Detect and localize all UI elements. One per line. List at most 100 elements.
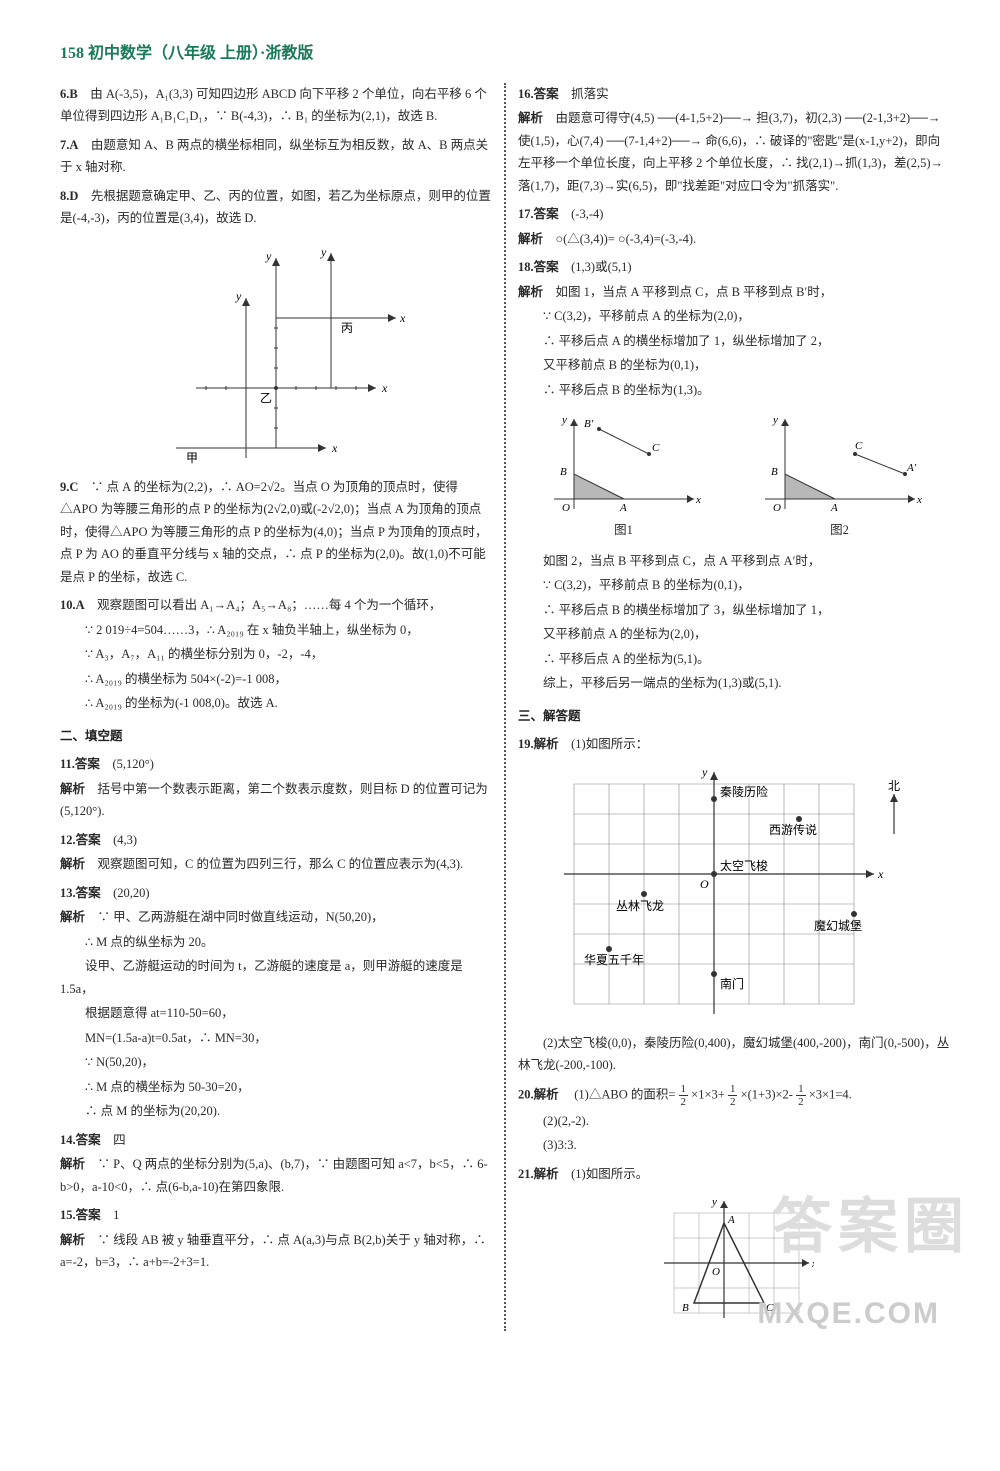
q16-head: 16.答案	[518, 87, 559, 101]
q13-b7: ∴ M 点的横坐标为 50-30=20，	[60, 1076, 492, 1099]
q18-b5: ∴ 平移后点 B 的坐标为(1,3)。	[518, 379, 950, 402]
q20: 20.解析 (1)△ABO 的面积= 12 ×1×3+ 12 ×(1+3)×2-…	[518, 1083, 950, 1157]
frac-1: 12	[679, 1083, 689, 1108]
svg-text:B: B	[682, 1302, 689, 1314]
q6-head: 6.B	[60, 87, 78, 101]
q15-body: ∵ 线段 AB 被 y 轴垂直平分，∴ 点 A(a,3)与点 B(2,b)关于 …	[60, 1233, 486, 1270]
svg-text:x: x	[877, 867, 884, 881]
q18-b11: 综上，平移后另一端点的坐标为(1,3)或(5,1).	[518, 672, 950, 695]
q7: 7.A 由题意知 A、B 两点的横坐标相同，纵坐标互为相反数，故 A、B 两点关…	[60, 134, 492, 179]
q7-head: 7.A	[60, 138, 78, 152]
q18-b9: 又平移前点 A 的坐标为(2,0)，	[518, 623, 950, 646]
svg-text:A: A	[727, 1214, 735, 1226]
q8-head: 8.D	[60, 189, 78, 203]
q9: 9.C ∵ 点 A 的坐标为(2,2)，∴ AO=2√2。当点 O 为顶角的顶点…	[60, 476, 492, 589]
q16-jiexi: 解析	[518, 111, 543, 125]
svg-text:O: O	[773, 502, 781, 514]
q16-ans: 抓落实	[559, 87, 609, 101]
q11-jiexi: 解析	[60, 782, 85, 796]
q21-figure: x y O A B C	[518, 1193, 950, 1323]
svg-text:西游传说: 西游传说	[769, 822, 817, 837]
q19-p1: (1)如图所示：	[559, 737, 649, 751]
q18-fig2: x y O A B C A′ 图2	[755, 409, 925, 542]
q15-jiexi: 解析	[60, 1233, 85, 1247]
q18-b4: 又平移前点 B 的坐标为(0,1)，	[518, 354, 950, 377]
q13-b5: MN=(1.5a-a)t=0.5at，∴ MN=30，	[60, 1027, 492, 1050]
q18-fig1-label: 图1	[544, 519, 704, 542]
q13-b1: ∵ 甲、乙两游艇在湖中同时做直线运动，N(50,20)，	[85, 910, 384, 924]
q16: 16.答案 抓落实 解析 由题意可得守(4,5) ──(4-1,5+2)──→ …	[518, 83, 950, 198]
q20-p2: (2)(2,-2).	[518, 1110, 950, 1133]
svg-text:B′: B′	[584, 418, 594, 430]
q13-b3: 设甲、乙游艇运动的时间为 t，乙游艇的速度是 a，则甲游艇的速度是 1.5a，	[60, 955, 492, 1000]
q17-ans: (-3,-4)	[559, 207, 604, 221]
q17-body: ○(△(3,4))= ○(-3,4)=(-3,-4).	[543, 232, 696, 246]
q14-body: ∵ P、Q 两点的坐标分别为(5,a)、(b,7)，∵ 由题图可知 a<7，b<…	[60, 1157, 488, 1194]
svg-text:x: x	[916, 494, 922, 506]
q18-b10: ∴ 平移后点 A 的坐标为(5,1)。	[518, 648, 950, 671]
q18-fig2-label: 图2	[755, 519, 925, 542]
q19-p2: (2)太空飞梭(0,0)，秦陵历险(0,400)，魔幻城堡(400,-200)，…	[518, 1032, 950, 1077]
q11-head: 11.答案	[60, 757, 100, 771]
q18-ans: (1,3)或(5,1)	[559, 260, 632, 274]
svg-text:丛林飞龙: 丛林飞龙	[616, 899, 664, 913]
q19-figure: x y O 秦陵历险 西游传说 太空飞梭 丛林飞	[518, 764, 950, 1024]
section-2-title: 二、填空题	[60, 725, 492, 748]
q7-body: 由题意知 A、B 两点的横坐标相同，纵坐标互为相反数，故 A、B 两点关于 x …	[60, 138, 488, 175]
q18-b7: ∵ C(3,2)，平移前点 B 的坐标为(0,1)，	[518, 574, 950, 597]
page: 158 初中数学（八年级 上册）·浙教版 6.B 由 A(-3,5)，A₁(3,…	[0, 0, 1000, 1371]
q14: 14.答案 四 解析 ∵ P、Q 两点的坐标分别为(5,a)、(b,7)，∵ 由…	[60, 1129, 492, 1199]
svg-text:O: O	[562, 502, 570, 514]
right-column: 16.答案 抓落实 解析 由题意可得守(4,5) ──(4-1,5+2)──→ …	[518, 83, 950, 1332]
svg-text:南门: 南门	[720, 976, 744, 991]
q10-b5: ∴ A₂₀₁₉ 的坐标为(-1 008,0)。故选 A.	[60, 692, 492, 715]
q12: 12.答案 (4,3) 解析 观察题图可知，C 的位置为四列三行，那么 C 的位…	[60, 829, 492, 876]
svg-text:y: y	[265, 249, 272, 263]
q18-b3: ∴ 平移后点 A 的横坐标增加了 1，纵坐标增加了 2，	[518, 330, 950, 353]
q18-b8: ∴ 平移后点 B 的横坐标增加了 3，纵坐标增加了 1，	[518, 599, 950, 622]
q17-head: 17.答案	[518, 207, 559, 221]
two-column-layout: 6.B 由 A(-3,5)，A₁(3,3) 可知四边形 ABCD 向下平移 2 …	[60, 83, 950, 1332]
q12-ans: (4,3)	[101, 833, 137, 847]
frac-2: 12	[728, 1083, 738, 1108]
q13-b6: ∵ N(50,20)，	[60, 1051, 492, 1074]
q20-p1a: (1)△ABO 的面积=	[562, 1087, 676, 1101]
q14-ans: 四	[101, 1133, 126, 1147]
q8-figure: x y 甲 乙 x y	[60, 238, 492, 468]
svg-text:C: C	[652, 442, 660, 454]
svg-text:B: B	[771, 466, 778, 478]
q20-p1c: ×(1+3)×2-	[741, 1087, 793, 1101]
q20-p1d: ×3×1=4.	[809, 1087, 852, 1101]
q13: 13.答案 (20,20) 解析 ∵ 甲、乙两游艇在湖中同时做直线运动，N(50…	[60, 882, 492, 1123]
q11-ans: (5,120°)	[100, 757, 154, 771]
q14-head: 14.答案	[60, 1133, 101, 1147]
svg-text:x: x	[381, 381, 388, 395]
q18-b2: ∵ C(3,2)，平移前点 A 的坐标为(2,0)，	[518, 305, 950, 328]
svg-text:y: y	[235, 289, 242, 303]
svg-text:y: y	[711, 1196, 717, 1208]
q6: 6.B 由 A(-3,5)，A₁(3,3) 可知四边形 ABCD 向下平移 2 …	[60, 83, 492, 128]
svg-text:y: y	[320, 245, 327, 259]
q12-body: 观察题图可知，C 的位置为四列三行，那么 C 的位置应表示为(4,3).	[85, 857, 463, 871]
q10-b1: 观察题图可以看出 A₁→A₄；A₅→A₈；……每 4 个为一个循环，	[85, 598, 442, 612]
svg-text:魔幻城堡: 魔幻城堡	[814, 918, 862, 933]
svg-text:x: x	[695, 494, 701, 506]
q17-jiexi: 解析	[518, 232, 543, 246]
q19: 19.解析 (1)如图所示：	[518, 733, 950, 1077]
column-divider	[504, 83, 506, 1332]
svg-text:y: y	[561, 414, 567, 426]
q13-b8: ∴ 点 M 的坐标为(20,20).	[60, 1100, 492, 1123]
q13-b2: ∴ M 点的纵坐标为 20。	[60, 931, 492, 954]
q18: 18.答案 (1,3)或(5,1) 解析 如图 1，当点 A 平移到点 C，点 …	[518, 256, 950, 695]
svg-text:x: x	[399, 311, 406, 325]
q10-b3: ∵ A₃，A₇，A₁₁ 的横坐标分别为 0，-2，-4，	[60, 643, 492, 666]
q20-p3: (3)3:3.	[518, 1134, 950, 1157]
q19-head: 19.解析	[518, 737, 559, 751]
q13-b4: 根据题意得 at=110-50=60，	[60, 1002, 492, 1025]
q11: 11.答案 (5,120°) 解析 括号中第一个数表示距离，第二个数表示度数，则…	[60, 753, 492, 823]
q8-coordinate-figure: x y 甲 乙 x y	[146, 238, 406, 468]
q13-ans: (20,20)	[101, 886, 150, 900]
section-3-title: 三、解答题	[518, 705, 950, 728]
svg-text:秦陵历险: 秦陵历险	[720, 784, 768, 799]
svg-text:A′: A′	[906, 462, 917, 474]
